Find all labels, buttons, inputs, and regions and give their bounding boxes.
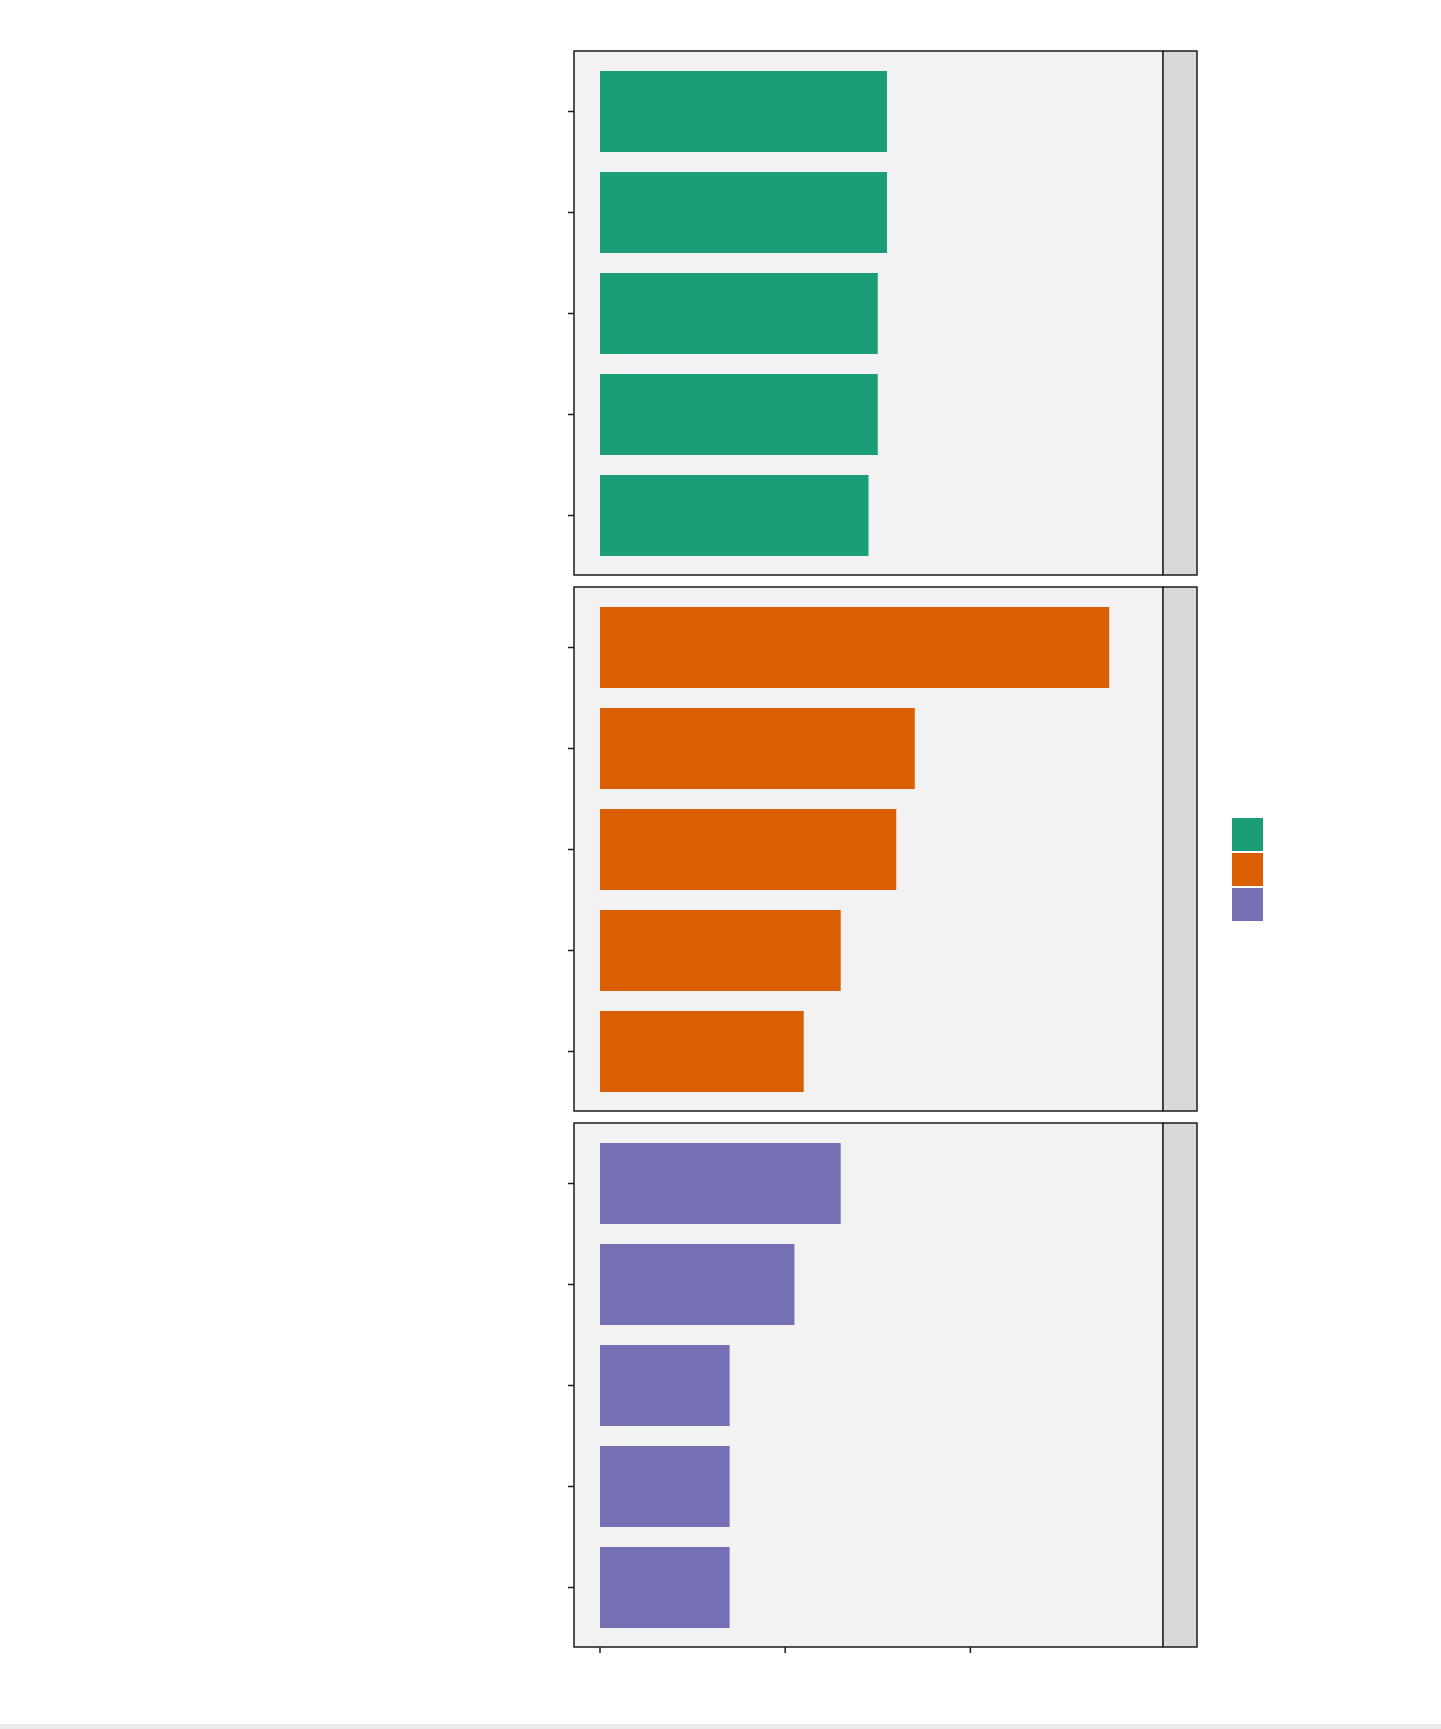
bar bbox=[600, 273, 878, 354]
legend-swatch bbox=[1232, 853, 1263, 886]
bar bbox=[600, 71, 888, 152]
bar bbox=[600, 1244, 795, 1325]
panels-layer bbox=[568, 50, 1198, 1648]
bottom-rule bbox=[0, 1724, 1441, 1729]
bar bbox=[600, 1547, 730, 1628]
bar bbox=[600, 1345, 730, 1426]
bar bbox=[600, 374, 878, 455]
facet-strip bbox=[1162, 1122, 1198, 1648]
bar bbox=[600, 1011, 804, 1092]
bar bbox=[600, 809, 897, 890]
facet-strip bbox=[1162, 50, 1198, 576]
bar bbox=[600, 1446, 730, 1527]
bar bbox=[600, 607, 1110, 688]
facet-strip bbox=[1162, 586, 1198, 1112]
bar bbox=[600, 708, 915, 789]
legend-swatch bbox=[1232, 818, 1263, 851]
x-axis bbox=[599, 1647, 972, 1653]
legend bbox=[1232, 818, 1263, 921]
bar bbox=[600, 1143, 841, 1224]
facet-panel-1 bbox=[568, 50, 1198, 576]
facet-panel-2 bbox=[568, 586, 1198, 1112]
bar bbox=[600, 172, 888, 253]
bar bbox=[600, 475, 869, 556]
bar bbox=[600, 910, 841, 991]
legend-swatch bbox=[1232, 888, 1263, 921]
facet-panel-3 bbox=[568, 1122, 1198, 1648]
